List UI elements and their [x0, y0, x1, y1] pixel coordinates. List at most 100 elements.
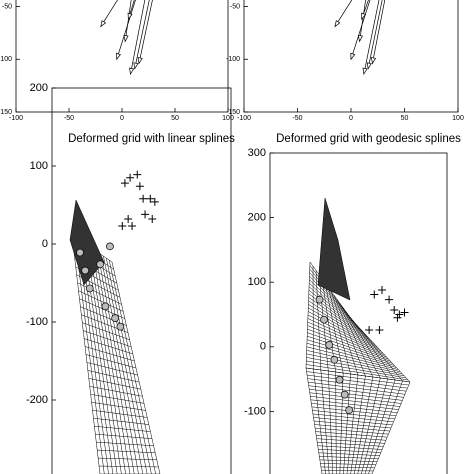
mesh-line	[308, 307, 378, 348]
mesh-line	[83, 330, 132, 348]
mesh-line	[313, 417, 393, 426]
y-tick-label: -100	[226, 56, 240, 63]
mesh-line	[308, 385, 404, 398]
axes-box	[269, 152, 448, 474]
arrow-part	[138, 0, 153, 64]
arrow-part	[350, 52, 356, 61]
arrow-part	[116, 0, 136, 60]
mesh-line	[308, 311, 380, 350]
mesh-line	[309, 265, 355, 323]
arrow-part	[334, 0, 353, 27]
mesh-line	[305, 367, 411, 383]
circle-marker	[315, 295, 324, 304]
cross-marker	[385, 295, 394, 304]
x-tick-label: -50	[292, 115, 302, 122]
mesh-line	[309, 272, 358, 327]
arrow	[123, 0, 132, 43]
y-tick-label: -100	[0, 56, 12, 63]
mesh-line	[306, 346, 399, 370]
cross-marker	[377, 285, 386, 294]
arrow	[137, 0, 153, 65]
mesh-line	[91, 402, 146, 411]
cross-marker	[124, 215, 133, 224]
cross-marker	[400, 308, 409, 317]
mesh-line	[307, 335, 393, 364]
mesh-line	[82, 322, 130, 340]
mesh-line	[96, 441, 154, 446]
circle-marker	[85, 284, 94, 293]
mesh-line	[95, 433, 153, 439]
y-tick-label: 200	[30, 82, 48, 94]
arrow-part	[363, 0, 380, 75]
x-tick-label: 50	[401, 115, 409, 122]
arrow-part	[124, 0, 132, 42]
y-tick-label: -50	[230, 3, 240, 10]
mesh-line	[308, 381, 405, 395]
circle-marker	[345, 406, 354, 414]
x-tick-label: 100	[222, 115, 234, 122]
mesh-line	[306, 339, 395, 366]
mesh-line	[320, 463, 376, 466]
arrow-part	[362, 67, 368, 76]
arrow-part	[134, 0, 150, 69]
mesh-line	[312, 410, 395, 420]
mesh-line	[308, 304, 376, 346]
mesh-line	[77, 282, 122, 305]
arrow	[127, 0, 135, 21]
arrow	[366, 0, 383, 70]
mesh-line	[80, 306, 127, 326]
cross-marker	[128, 222, 137, 231]
y-tick-label: -100	[244, 405, 266, 417]
cross-marker	[139, 194, 148, 203]
y-tick-label: 100	[30, 160, 48, 172]
y-tick-label: 100	[248, 276, 266, 288]
circle-marker	[320, 315, 328, 324]
mesh-line	[306, 371, 409, 386]
cross-marker	[120, 179, 129, 188]
arrow-part	[129, 67, 135, 76]
x-tick-label: -50	[64, 115, 74, 122]
mesh-line	[97, 449, 156, 454]
y-tick-label: 300	[248, 147, 266, 159]
panel-title: Deformed grid with linear splines	[68, 133, 235, 145]
axes-box	[15, 0, 229, 113]
mesh-line	[307, 374, 408, 389]
mesh-line	[319, 459, 378, 462]
circle-marker	[81, 266, 90, 275]
cross-marker	[118, 222, 127, 231]
y-tick-label: -150	[226, 109, 240, 116]
arrow-part	[361, 12, 367, 21]
y-tick-label: -50	[2, 3, 12, 10]
circle-marker	[76, 248, 84, 257]
arrow	[100, 0, 118, 28]
arrow-part	[367, 0, 383, 69]
mesh-line	[308, 286, 366, 335]
mesh-line	[313, 420, 392, 429]
mesh-line	[307, 328, 389, 360]
cross-marker	[141, 210, 150, 219]
arrow-part	[100, 0, 118, 27]
mesh-line	[316, 434, 386, 441]
mesh-line	[89, 386, 143, 397]
x-tick-label: 50	[171, 115, 179, 122]
cross-marker	[133, 170, 142, 179]
mesh-line	[90, 394, 145, 404]
y-tick-label: -200	[26, 394, 48, 406]
x-tick-label: 100	[452, 115, 464, 122]
mesh-fold	[317, 197, 351, 301]
mesh-line	[86, 362, 138, 376]
arrow-part	[359, 0, 366, 42]
arrow	[357, 0, 366, 43]
arrow-part	[350, 0, 371, 60]
arrow-part	[133, 62, 139, 70]
cross-marker	[150, 197, 159, 206]
mesh-line	[309, 268, 357, 325]
arrow-part	[116, 52, 121, 61]
arrow-part	[128, 0, 135, 20]
mesh-line	[85, 354, 137, 369]
x-tick-label: -100	[237, 115, 251, 122]
cross-marker	[135, 182, 144, 191]
mesh-line	[317, 445, 383, 450]
cross-marker	[365, 326, 374, 335]
arrow	[116, 0, 136, 61]
